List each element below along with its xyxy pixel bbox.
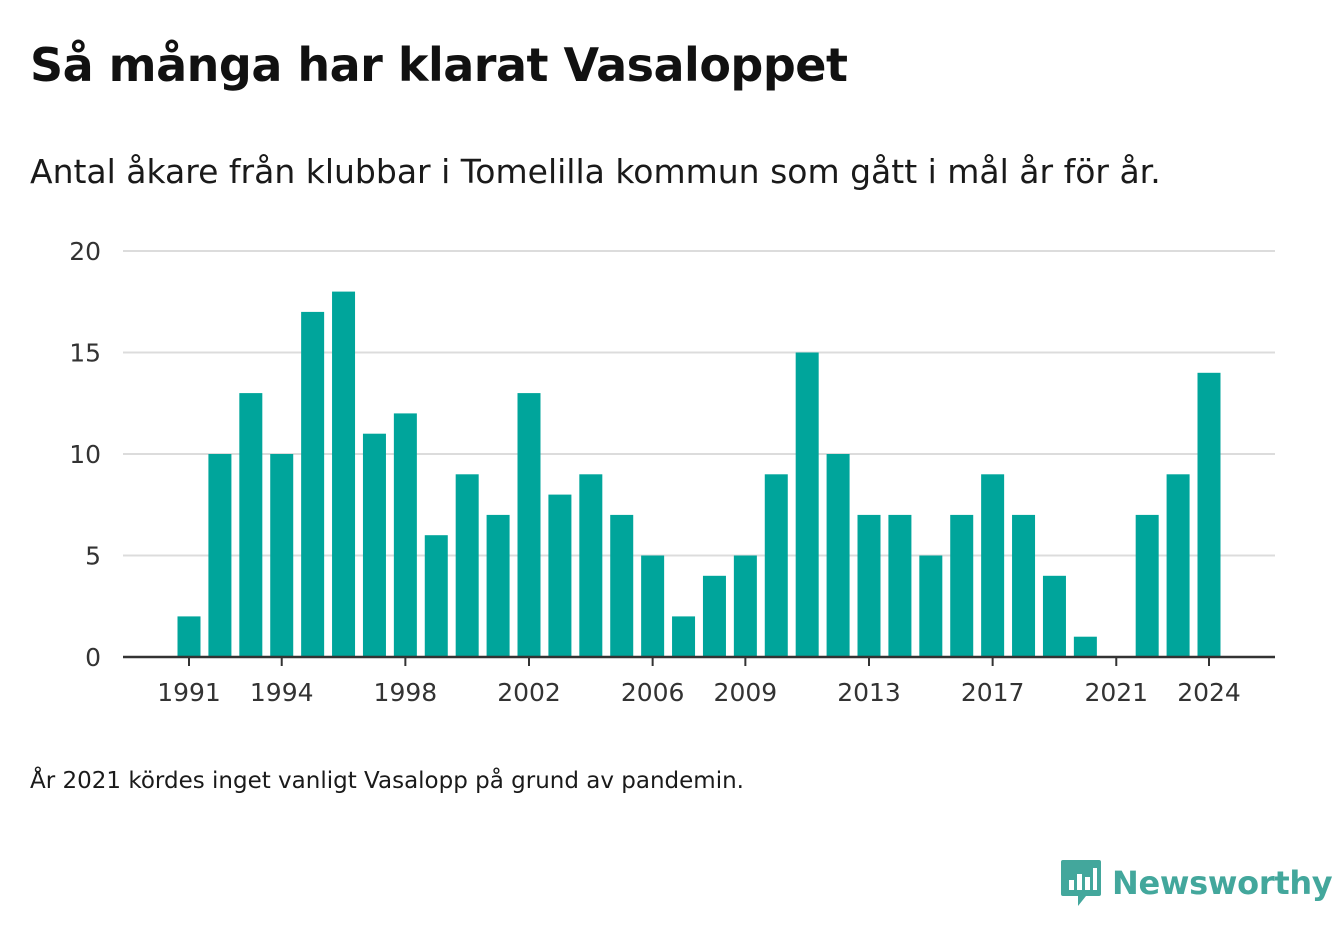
x-tick-label: 2017 xyxy=(961,678,1025,707)
bars xyxy=(177,291,1221,657)
bar-2022 xyxy=(1135,514,1159,657)
y-tick-label: 20 xyxy=(69,237,101,266)
bar-2011 xyxy=(795,352,819,657)
x-tick-label: 2002 xyxy=(497,678,561,707)
footnote: År 2021 kördes inget vanligt Vasalopp på… xyxy=(30,768,744,794)
bar-2019 xyxy=(1042,575,1066,657)
brand-name: Newsworthy xyxy=(1112,864,1333,902)
chart-subtitle: Antal åkare från klubbar i Tomelilla kom… xyxy=(30,152,1161,191)
bar-2001 xyxy=(486,514,510,657)
bar-2023 xyxy=(1166,474,1190,657)
x-tick-label: 1994 xyxy=(250,678,314,707)
bar-2014 xyxy=(888,514,912,657)
y-tick-label: 5 xyxy=(85,542,101,571)
bar-1995 xyxy=(301,311,325,657)
x-tick-label: 2006 xyxy=(621,678,685,707)
bar-2009 xyxy=(733,555,757,657)
bar-2004 xyxy=(579,474,603,657)
bar-1999 xyxy=(424,535,448,657)
chart-title: Så många har klarat Vasaloppet xyxy=(30,38,848,92)
bar-2017 xyxy=(981,474,1005,657)
bar-2005 xyxy=(610,514,634,657)
bar-1993 xyxy=(239,393,263,657)
y-tick-label: 0 xyxy=(85,643,101,672)
bar-2003 xyxy=(548,494,572,657)
x-tick-label: 1998 xyxy=(374,678,438,707)
axes: 0 5 10 15 20 1991 1994 1998 2002 2006 2009 2013 2017… xyxy=(69,237,1275,707)
x-tick-label: 1991 xyxy=(157,678,221,707)
x-tick-label: 2009 xyxy=(714,678,778,707)
bar-1994 xyxy=(270,454,294,657)
bar-chart: 0 5 10 15 20 1991 1994 1998 2002 2006 2009 2013 2017… xyxy=(69,237,1275,707)
bar-2007 xyxy=(672,616,696,657)
x-tick-label: 2021 xyxy=(1084,678,1148,707)
bar-2010 xyxy=(764,474,788,657)
bar-1992 xyxy=(208,454,232,657)
bar-2018 xyxy=(1012,514,1036,657)
bar-2006 xyxy=(641,555,665,657)
y-tick-label: 15 xyxy=(69,339,101,368)
bar-1996 xyxy=(332,291,356,657)
bar-2008 xyxy=(702,575,726,657)
bar-1991 xyxy=(177,616,201,657)
bar-2002 xyxy=(517,393,541,657)
bar-2013 xyxy=(857,514,881,657)
bar-1997 xyxy=(362,433,386,657)
x-tick-label: 2013 xyxy=(837,678,901,707)
bar-2020 xyxy=(1073,636,1097,657)
bar-2024 xyxy=(1197,372,1221,657)
bar-2015 xyxy=(919,555,943,657)
bar-2000 xyxy=(455,474,479,657)
newsworthy-logo-icon xyxy=(1061,860,1101,906)
grid-lines xyxy=(123,250,1275,557)
brand-logo[interactable]: Newsworthy xyxy=(1060,858,1333,908)
x-tick-label: 2024 xyxy=(1177,678,1241,707)
y-tick-label: 10 xyxy=(69,440,101,469)
bar-1998 xyxy=(393,413,417,657)
bar-2016 xyxy=(950,514,974,657)
bar-2012 xyxy=(826,454,850,657)
